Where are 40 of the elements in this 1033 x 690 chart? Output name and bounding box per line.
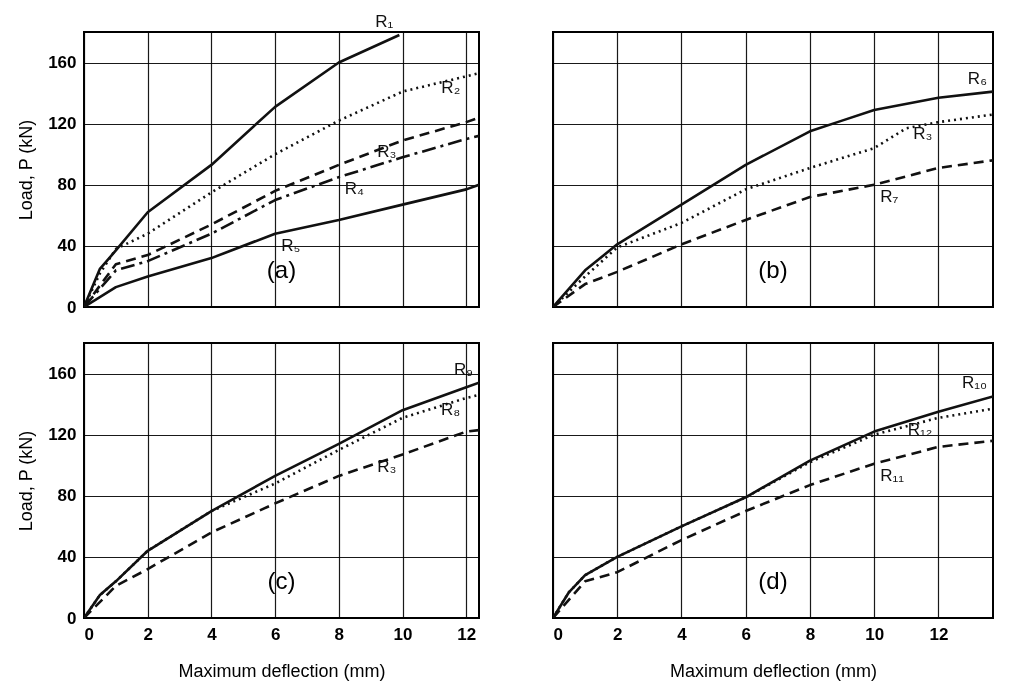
annotation: (d)	[758, 567, 788, 594]
x-tick-label: 4	[207, 624, 218, 644]
x-tick-label: 2	[613, 624, 623, 644]
y-tick-label: 80	[57, 486, 77, 506]
y-axis-title: Load, P (kN)	[16, 119, 37, 221]
x-tick-label: 4	[677, 624, 688, 644]
y-tick-label: 160	[48, 364, 77, 384]
series-label: R₃	[377, 142, 397, 162]
annotation: (b)	[758, 256, 788, 283]
y-tick-label: 160	[48, 53, 77, 73]
series-label: R₇	[880, 186, 899, 206]
y-tick-label: 0	[67, 297, 77, 317]
x-tick-label: 0	[553, 624, 563, 644]
x-tick-label: 6	[741, 624, 751, 644]
y-tick-label: 120	[48, 425, 77, 445]
x-tick-label: 6	[270, 624, 281, 644]
x-axis-title: Maximum deflection (mm)	[178, 660, 386, 681]
y-tick-label: 80	[57, 175, 77, 195]
series-label: R₁	[375, 12, 394, 32]
x-tick-label: 0	[84, 624, 94, 644]
x-tick-label: 2	[143, 624, 153, 644]
x-tick-label: 8	[334, 624, 345, 644]
x-tick-label: 12	[929, 624, 949, 644]
y-tick-label: 0	[67, 608, 77, 628]
x-tick-label: 12	[457, 624, 477, 644]
x-tick-label: 8	[805, 624, 816, 644]
y-axis-title: Load, P (kN)	[16, 430, 37, 532]
series-label: R₂	[441, 78, 461, 98]
series-label: R₃	[913, 124, 933, 144]
series-label: R₁₁	[880, 465, 905, 485]
series-label: R₁₀	[961, 373, 987, 393]
x-axis-title: Maximum deflection (mm)	[669, 660, 878, 681]
y-tick-label: 40	[57, 547, 77, 567]
x-tick-label: 10	[393, 624, 413, 644]
x-tick-label: 10	[865, 624, 885, 644]
y-tick-label: 40	[57, 236, 77, 256]
y-tick-label: 120	[48, 114, 77, 134]
series-label: R₈	[440, 400, 461, 419]
series-label: R₁₂	[907, 419, 933, 439]
series-label: R₆	[967, 68, 987, 88]
